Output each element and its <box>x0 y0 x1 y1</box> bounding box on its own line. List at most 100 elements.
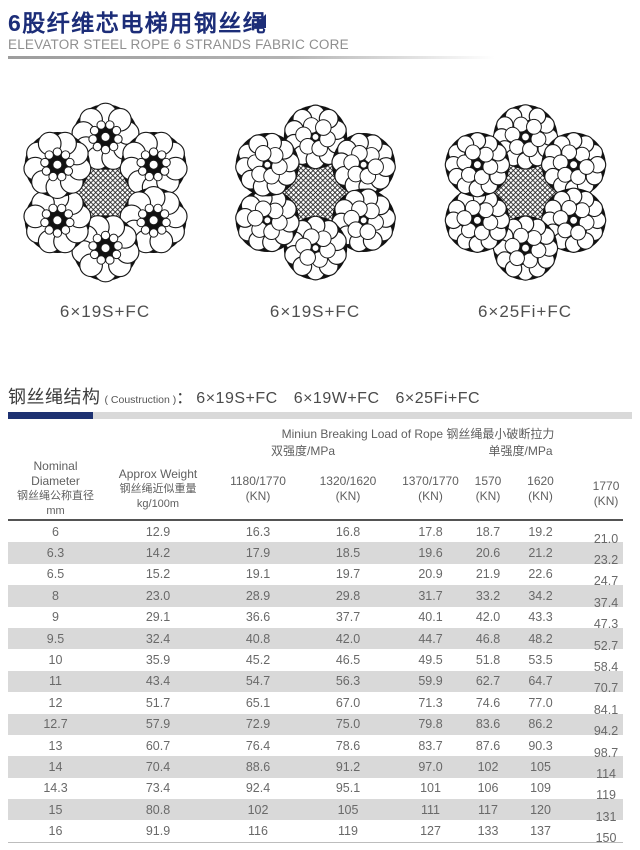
cell-value: 16.8 <box>335 524 361 539</box>
cell-value: 74.6 <box>475 695 501 710</box>
cell-value: 29.1 <box>145 610 171 625</box>
grade-unit: (KN) <box>245 489 271 503</box>
cell-value: 31.7 <box>418 588 443 603</box>
rope-diagram-label: 6×25Fi+FC <box>477 302 573 321</box>
cell-value: 36.6 <box>245 610 271 625</box>
cell-value: 94.2 <box>593 724 619 739</box>
grade-header: 1570 (KN) <box>468 474 508 504</box>
cell-value: 19.1 <box>245 567 271 582</box>
cell-value: 120 <box>530 802 551 817</box>
cell-value: 46.5 <box>335 653 361 668</box>
table-row: 15 80.8 102 105 111 117 120 131 <box>8 799 624 824</box>
cell-value: 46.8 <box>475 631 501 646</box>
column-header-en: Nominal Diameter <box>31 459 80 488</box>
single-strength-group-header: 单强度/MPa <box>488 444 553 458</box>
cell-diameter: 16 <box>48 824 63 839</box>
cell-value: 83.6 <box>475 717 501 732</box>
cell-value: 102 <box>247 802 269 817</box>
cell-diameter: 12 <box>48 695 63 710</box>
cell-value: 29.8 <box>335 588 361 603</box>
cell-value: 80.8 <box>145 802 171 817</box>
table-row: 12.7 57.9 72.9 75.0 79.8 83.6 86.2 94.2 <box>8 713 624 739</box>
grade-header: 1180/1770 (KN) <box>213 474 303 504</box>
dual-strength-group-header: 双强度/MPa <box>270 444 335 458</box>
cell-diameter: 6.3 <box>46 546 65 561</box>
table-row: 12 51.7 65.1 67.0 71.3 74.6 77.0 84.1 <box>8 692 623 717</box>
cell-value: 70.7 <box>593 681 619 696</box>
cell-diameter: 9 <box>52 610 59 625</box>
cell-value: 15.2 <box>145 567 171 582</box>
cell-diameter: 12.7 <box>43 717 68 732</box>
cell-value: 18.7 <box>475 524 501 539</box>
cell-value: 54.7 <box>245 674 271 689</box>
rope-cross-section-25fi-icon <box>444 104 606 281</box>
cell-value: 97.0 <box>418 759 443 774</box>
empty-header-cell <box>573 442 623 459</box>
cell-value: 109 <box>530 781 551 796</box>
cell-value: 51.8 <box>475 653 501 668</box>
cell-value: 114 <box>596 766 616 781</box>
table-group-header-row: 双强度/MPa 单强度/MPa <box>8 442 623 459</box>
cell-value: 91.9 <box>145 824 171 839</box>
cell-value: 45.2 <box>245 653 271 668</box>
table-row: 9 29.1 36.6 37.7 40.1 42.0 43.3 47.3 <box>8 607 623 631</box>
header-divider <box>8 56 632 59</box>
section-title-zh: 钢丝绳结构 <box>8 387 101 407</box>
cell-value: 75.0 <box>335 717 361 732</box>
cell-value: 71.3 <box>418 695 443 710</box>
cell-value: 21.2 <box>528 546 553 561</box>
section-underline-bar <box>8 412 632 419</box>
cell-value: 127 <box>420 824 441 839</box>
cell-diameter: 14 <box>48 759 63 774</box>
table-row: 9.5 32.4 40.8 42.0 44.7 46.8 48.2 52.7 <box>8 627 624 653</box>
section-title-en: ( Coustruction ) <box>104 394 177 406</box>
breaking-load-header: Miniun Breaking Load of Rope 钢丝绳最小破断拉力 <box>281 426 555 441</box>
cell-diameter: 15 <box>48 802 63 817</box>
cell-value: 23.2 <box>593 553 619 568</box>
cell-diameter: 6.5 <box>46 567 65 582</box>
cell-value: 59.9 <box>418 674 443 689</box>
construction-type: 6×25Fi+FC <box>395 390 481 407</box>
grade-header: 1770 (KN) <box>581 479 631 509</box>
column-header-grade: 1570 (KN) <box>468 459 508 521</box>
cell-value: 20.9 <box>418 567 443 582</box>
cell-value: 42.0 <box>335 631 361 646</box>
table-row: 6.3 14.2 17.9 18.5 19.6 20.6 21.2 23.2 <box>8 542 624 568</box>
cell-value: 98.7 <box>593 745 619 760</box>
cell-value: 62.7 <box>475 674 501 689</box>
cell-value: 70.4 <box>145 759 171 774</box>
cell-value: 102 <box>477 759 499 774</box>
cell-value: 34.2 <box>528 588 553 603</box>
cell-value: 105 <box>530 759 551 774</box>
column-header-grade: 1180/1770 (KN) <box>213 459 303 521</box>
cell-value: 48.2 <box>528 631 553 646</box>
grade-value: 1570 <box>474 474 502 488</box>
empty-header-cell <box>393 442 468 459</box>
cell-value: 105 <box>337 802 359 817</box>
cell-value: 95.1 <box>335 781 361 796</box>
cell-value: 35.9 <box>145 653 171 668</box>
cell-value: 20.6 <box>475 546 501 561</box>
cell-value: 17.9 <box>245 546 271 561</box>
grade-unit: (KN) <box>475 489 501 503</box>
rope-diagrams: 6×19S+FC 6×19S+FC 6×25Fi+FC <box>5 95 635 322</box>
cell-value: 18.5 <box>335 546 361 561</box>
column-header-zh: 钢丝绳公称直径 <box>17 490 94 502</box>
column-header-grade: 1620 (KN) <box>508 459 573 521</box>
construction-section-header: 钢丝绳结构 ( Coustruction ) ： 6×19S+FC 6×19W+… <box>8 383 480 409</box>
cell-value: 53.5 <box>528 653 553 668</box>
cell-value: 42.0 <box>475 610 501 625</box>
rope-cross-section-19s-icon <box>22 102 188 283</box>
cell-value: 37.7 <box>335 610 361 625</box>
cell-value: 19.6 <box>418 546 443 561</box>
cell-value: 119 <box>338 824 358 839</box>
column-header-unit: kg/100m <box>136 497 180 510</box>
cell-value: 16.3 <box>245 524 271 539</box>
rope-diagram-2: 6×19S+FC <box>215 95 415 322</box>
cell-diameter: 6 <box>52 524 59 539</box>
table-row: 8 23.0 28.9 29.8 31.7 33.2 34.2 37.4 <box>8 585 624 610</box>
cell-value: 21.0 <box>593 531 619 546</box>
cell-value: 137 <box>530 824 551 839</box>
column-header-diameter: Nominal Diameter 钢丝绳公称直径 mm <box>8 459 103 521</box>
